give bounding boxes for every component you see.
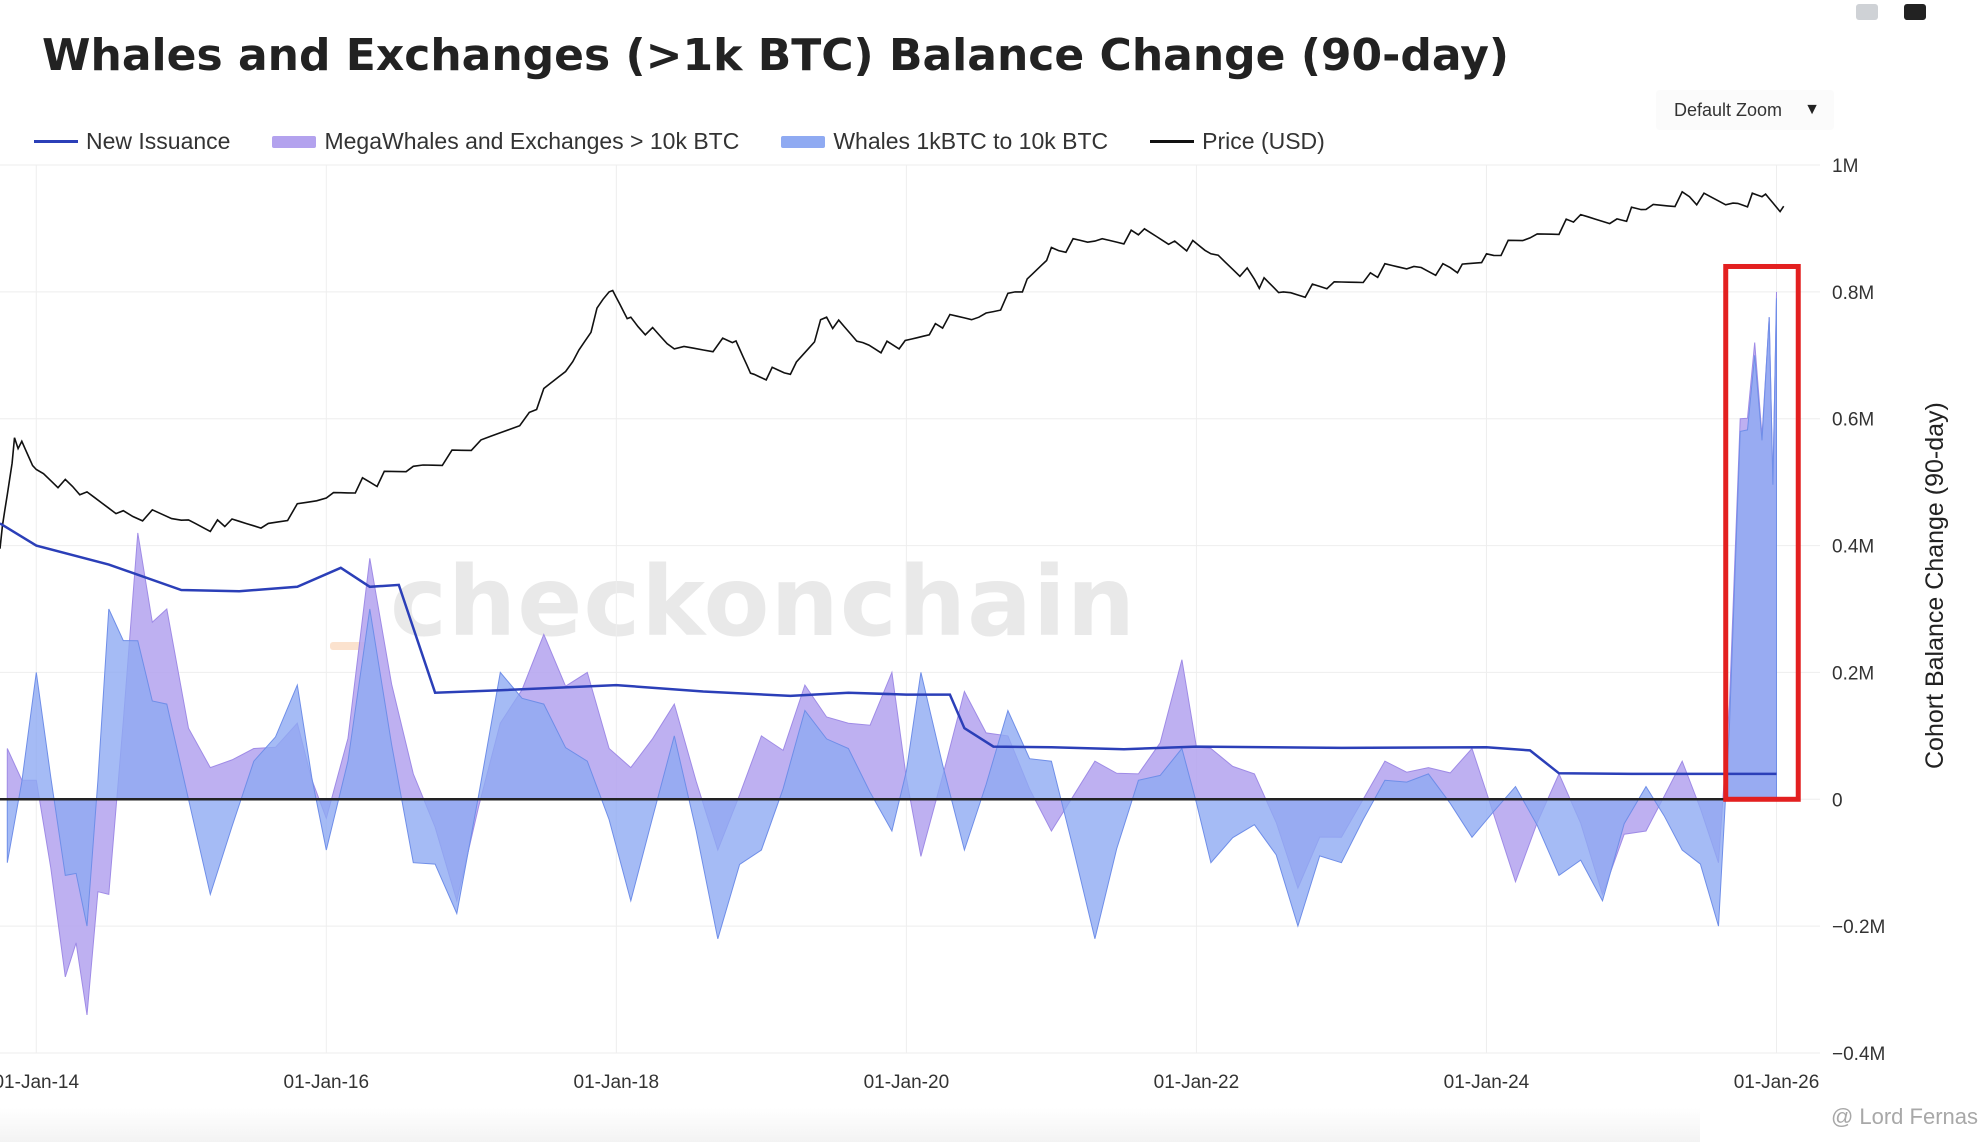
chart-title: Whales and Exchanges (>1k BTC) Balance C… (42, 30, 1510, 81)
chart-plot: −0.4M −0.2M 0 0.2M 0.4M 0.6M 0.8M 1M 01-Jan-14 01… (0, 156, 1949, 1093)
legend-swatch-price (1150, 140, 1195, 143)
x-tick-label-5: 01-Jan-24 (1444, 1072, 1530, 1093)
y-tick-label-6: 0.8M (1832, 283, 1874, 304)
highlight-box (1723, 263, 1801, 802)
y-tick-label-4: 0.4M (1832, 537, 1874, 558)
zoom-dropdown[interactable]: Default Zoom ▼ (1656, 90, 1834, 130)
legend: New Issuance MegaWhales and Exchanges > … (34, 128, 1325, 155)
bar-chart-icon[interactable] (1904, 4, 1926, 20)
watermark: checkonchain (390, 546, 1137, 658)
watermark-dot (330, 642, 370, 650)
toolbar (1856, 4, 1926, 20)
y-tick-label-1: −0.2M (1832, 917, 1885, 938)
area-whales (6, 298, 1777, 939)
legend-swatch-whales (781, 135, 826, 148)
camera-icon[interactable] (1856, 4, 1878, 20)
y-axis-title: Cohort Balance Change (90-day) (1921, 402, 1949, 769)
x-tick-label-4: 01-Jan-22 (1154, 1072, 1240, 1093)
x-tick-label-1: 01-Jan-16 (284, 1072, 370, 1093)
legend-label-megawhales: MegaWhales and Exchanges > 10k BTC (324, 128, 740, 154)
legend-label-whales: Whales 1kBTC to 10k BTC (833, 128, 1109, 154)
legend-item-megawhales[interactable]: MegaWhales and Exchanges > 10k BTC (272, 128, 739, 155)
legend-item-new-issuance[interactable]: New Issuance (34, 128, 230, 155)
y-tick-label-0: −0.4M (1832, 1044, 1885, 1065)
x-tick-label-0: 01-Jan-14 (0, 1072, 79, 1093)
new-issuance-line (0, 522, 1777, 776)
y-tick-label-2: 0 (1832, 790, 1843, 811)
zoom-label: Default Zoom (1674, 99, 1783, 120)
y-tick-label-3: 0.2M (1832, 663, 1874, 684)
legend-swatch-new-issuance (34, 140, 78, 143)
legend-swatch-megawhales (272, 135, 317, 148)
y-tick-label-7: 1M (1832, 156, 1858, 177)
caret-down-icon: ▼ (1804, 101, 1820, 118)
x-tick-label-6: 01-Jan-26 (1734, 1072, 1820, 1093)
x-tick-label-3: 01-Jan-20 (864, 1072, 950, 1093)
legend-label-new-issuance: New Issuance (86, 128, 231, 154)
bottom-fade (0, 1108, 1700, 1142)
x-tick-label-2: 01-Jan-18 (574, 1072, 660, 1093)
credit-text: @ Lord Fernas (1830, 1104, 1978, 1129)
legend-item-price[interactable]: Price (USD) (1150, 128, 1325, 155)
y-tick-label-5: 0.6M (1832, 410, 1874, 431)
area-megawhales (6, 291, 1777, 1015)
legend-item-whales[interactable]: Whales 1kBTC to 10k BTC (781, 128, 1108, 155)
price-line (0, 190, 1785, 549)
legend-label-price: Price (USD) (1202, 128, 1325, 154)
